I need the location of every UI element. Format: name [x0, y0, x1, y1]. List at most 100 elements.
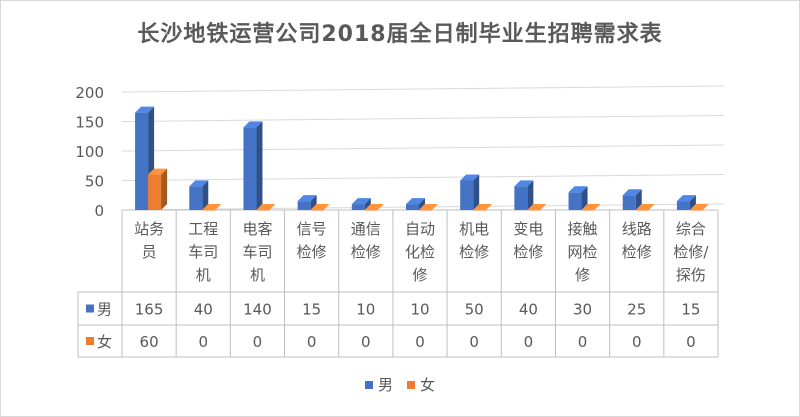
- x-tick-label: 信号: [297, 220, 327, 238]
- bar-top: [202, 204, 222, 210]
- x-tick-label: 变电: [513, 220, 543, 238]
- data-label: 0: [307, 333, 317, 351]
- bar-top: [148, 168, 168, 175]
- bar: [419, 210, 432, 211]
- bar-side: [635, 189, 642, 210]
- bar-side: [364, 198, 371, 210]
- legend-swatch-female: [407, 380, 415, 389]
- bar: [622, 195, 636, 210]
- bar: [297, 201, 311, 210]
- bar-top: [406, 198, 425, 205]
- bar: [406, 204, 419, 210]
- x-tick-label: 自动: [405, 220, 435, 238]
- bar-top: [460, 174, 480, 181]
- bar: [148, 174, 162, 210]
- y-tick-label: 50: [85, 173, 104, 191]
- bar-side: [689, 195, 696, 210]
- bar: [202, 210, 216, 211]
- gridline: [121, 85, 725, 93]
- data-label: 0: [686, 333, 696, 351]
- data-label: 0: [524, 333, 534, 351]
- data-label: 0: [361, 333, 371, 351]
- data-label: 0: [578, 333, 588, 351]
- bar: [635, 210, 649, 211]
- bar-top: [351, 198, 371, 205]
- legend-swatch-male: [364, 380, 373, 389]
- bar-top: [364, 204, 384, 210]
- bar-top: [676, 195, 696, 202]
- legend-label-female: 女: [420, 376, 436, 394]
- x-tick-label: 检修: [513, 243, 543, 261]
- bar-side: [202, 180, 209, 210]
- data-label: 165: [135, 301, 164, 319]
- x-tick-label: 接触: [568, 220, 598, 238]
- bar-top: [189, 180, 209, 187]
- bar-side: [473, 174, 480, 210]
- x-tick-label: 化检: [405, 243, 435, 261]
- x-tick-label: 站务: [134, 220, 164, 238]
- x-tick-label: 员: [142, 243, 157, 261]
- data-label: 50: [465, 301, 484, 319]
- data-label: 0: [632, 333, 642, 351]
- data-label: 40: [194, 301, 213, 319]
- x-tick-label: 综合: [676, 220, 706, 238]
- x-tick-label: 工程: [188, 220, 218, 238]
- data-label: 10: [410, 301, 429, 319]
- data-label: 0: [253, 333, 263, 351]
- x-tick-label: 车司: [242, 243, 272, 261]
- y-tick-label: 100: [75, 143, 104, 161]
- bar-top: [622, 189, 642, 196]
- bar: [581, 210, 595, 211]
- data-label: 0: [198, 333, 208, 351]
- x-tick-label: 探伤: [676, 266, 706, 284]
- y-tick-label: 200: [75, 84, 104, 102]
- bar: [568, 192, 582, 210]
- table-legend-swatch: [86, 337, 94, 345]
- bar: [527, 210, 541, 211]
- x-tick-label: 修: [575, 266, 590, 284]
- bar-side: [527, 180, 534, 210]
- x-tick-label: 机电: [459, 220, 489, 238]
- bar-side: [310, 195, 317, 210]
- bar: [310, 210, 324, 211]
- x-tick-label: 机: [196, 266, 211, 284]
- gridline: [121, 115, 725, 122]
- x-tick-label: 检修/: [673, 243, 709, 261]
- x-tick-label: 检修: [459, 243, 489, 261]
- bar: [689, 210, 703, 211]
- bar: [243, 127, 257, 210]
- x-tick-label: 机: [250, 266, 265, 284]
- data-label: 140: [243, 301, 272, 319]
- bar-side: [419, 198, 425, 210]
- data-label: 0: [415, 333, 425, 351]
- x-tick-label: 车司: [188, 243, 218, 261]
- legend-item-male: 男: [364, 374, 393, 395]
- bar-top: [135, 106, 155, 113]
- x-tick-label: 通信: [351, 220, 381, 238]
- bar: [460, 180, 474, 210]
- bar-top: [243, 121, 263, 128]
- bar-top: [514, 180, 534, 187]
- data-label: 60: [140, 333, 159, 351]
- bar-side: [161, 168, 168, 210]
- x-tick-label: 检修: [351, 243, 381, 261]
- bar: [473, 210, 487, 211]
- legend-item-female: 女: [407, 374, 435, 395]
- data-label: 10: [356, 301, 375, 319]
- data-label: 30: [573, 301, 592, 319]
- bar-top: [256, 204, 276, 210]
- bar-side: [256, 121, 263, 210]
- data-label: 40: [519, 301, 538, 319]
- y-tick-label: 150: [75, 114, 104, 132]
- x-tick-label: 检修: [297, 243, 327, 261]
- bar-top: [473, 204, 493, 210]
- legend-label-male: 男: [377, 376, 393, 394]
- bar: [189, 186, 203, 210]
- bar-side: [581, 186, 588, 210]
- data-label: 25: [627, 301, 646, 319]
- bar-top: [310, 204, 330, 210]
- table-series-label: 女: [97, 333, 112, 351]
- bar: [256, 210, 270, 211]
- bar-top: [581, 204, 601, 210]
